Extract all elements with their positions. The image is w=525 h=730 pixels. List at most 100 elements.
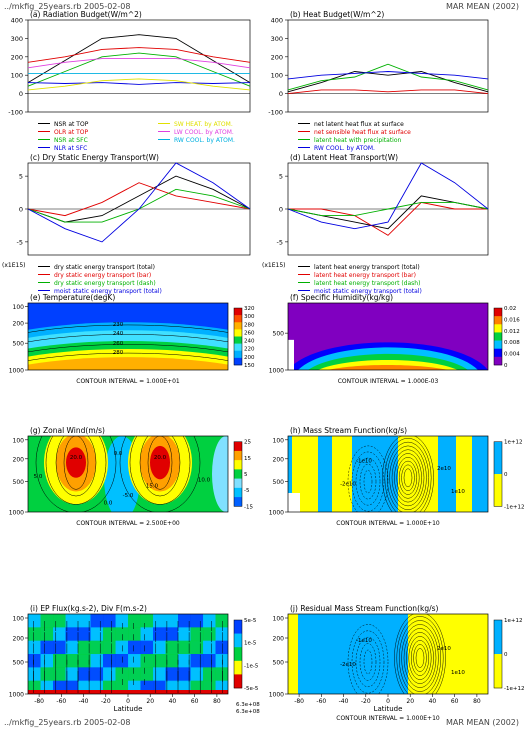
- div-cell: [203, 654, 216, 668]
- contour-label-e-1: 240: [113, 331, 124, 337]
- contour-label-j-2: 2e10: [437, 646, 451, 652]
- ytick-label-b-3: 200: [271, 53, 283, 61]
- scale-label-d: (x1E15): [262, 262, 285, 269]
- div-cell: [90, 627, 104, 642]
- ytick-label-i-2: 500: [13, 660, 25, 667]
- xtick-label-i-8: 80: [213, 698, 221, 705]
- colorbar-frame-i: [233, 619, 243, 689]
- div-cell: [40, 627, 54, 642]
- colorbar-label-h-0: 1e+12: [504, 440, 523, 446]
- colorbar-swatch-e-3: [234, 329, 242, 337]
- series-line-c-1: [27, 182, 251, 217]
- positive-cell-j-0: [288, 614, 298, 694]
- div-cell: [165, 667, 179, 682]
- panel-b: (b) Heat Budget(W/m^2) -100 0 100 200 300 400 n…: [268, 10, 489, 152]
- div-cell: [165, 627, 179, 642]
- colorbar-label-g-2: 5: [244, 472, 248, 478]
- stream-contour-h-8: [384, 438, 432, 512]
- stream-contour-neg-h-0: [363, 469, 373, 494]
- div-cell: [165, 654, 179, 668]
- series-line-a-0: [27, 34, 251, 83]
- div-cell: [203, 614, 216, 628]
- contour-g-west-1: [55, 436, 97, 497]
- contour-label-j-3: 1e10: [451, 670, 465, 676]
- colorbar-swatch-g-3: [234, 469, 242, 479]
- ytick-label-d-2: 5: [279, 173, 283, 181]
- legend-label-c-3: moist static energy transport (total): [54, 288, 162, 295]
- ytick-label-e-3: 1000: [9, 368, 24, 375]
- legend-label-b-1: net sensible heat flux at surface: [314, 129, 411, 136]
- temp-band-4: [28, 357, 228, 370]
- ytick-label-i-0: 100: [13, 616, 25, 623]
- ytick-label-b-4: 300: [271, 35, 283, 43]
- div-cell: [65, 614, 79, 628]
- div-cell: [103, 640, 116, 655]
- colorbar-swatch-f-6: [494, 356, 502, 366]
- colorbar-swatch-j-1: [494, 654, 502, 689]
- div-cell: [153, 667, 166, 682]
- xtick-label-j-4: 0: [386, 698, 390, 705]
- div-cell: [65, 667, 79, 682]
- ytick-label-b-5: 400: [271, 17, 283, 25]
- colorbar-label-e-1: 300: [244, 314, 255, 320]
- contour-label-h-2: 2e10: [437, 466, 451, 472]
- colorbar-frame-j: [493, 619, 503, 689]
- missing-region-f: [288, 339, 294, 370]
- xtick-label-i-3: -20: [101, 698, 111, 705]
- panel-title-c: (c) Dry Static Energy Transport(W): [30, 153, 159, 162]
- colorbar-swatch-g-4: [234, 478, 242, 489]
- field-g: 20.0 20.0 15.0 5.0 0.0 -5.0 10.0 0.0: [28, 436, 228, 512]
- colorbar-swatch-f-3: [494, 332, 502, 341]
- ytick-label-j-2: 500: [273, 660, 285, 667]
- positive-cell-h-1: [332, 436, 352, 512]
- div-cell: [178, 614, 191, 628]
- panel-title-h: (h) Mass Stream Function(kg/s): [290, 426, 407, 435]
- div-cell: [115, 614, 129, 628]
- contour-label-h-1: -2e10: [340, 481, 356, 487]
- contour-e-1: [28, 334, 228, 343]
- stream-contour-j-6: [401, 624, 439, 692]
- contour-e-3: [28, 352, 228, 361]
- ytick-label-c-2: 5: [19, 173, 23, 181]
- series-line-a-5: [27, 58, 251, 69]
- contour-g-east-0: [147, 436, 173, 490]
- colorbar-swatch-e-6: [234, 350, 242, 359]
- xtick-label-i-6: 40: [169, 698, 177, 705]
- plot-frame-g: [27, 435, 229, 513]
- stream-contour-neg-j-4: [347, 624, 389, 694]
- stream-contour-j-1: [413, 644, 427, 672]
- panel-g: (g) Zonal Wind(m/s) 20.0 20.0 15.0 5.0 0.0 -5.…: [9, 426, 254, 527]
- legend-label-d-3: moist static energy transport (total): [314, 288, 422, 295]
- legend-label-d-0: latent heat energy transport (total): [314, 264, 420, 271]
- legend-label-d-1: latent heat energy transport (bar): [314, 272, 416, 279]
- div-cell: [115, 640, 129, 655]
- panel-title-g: (g) Zonal Wind(m/s): [30, 426, 105, 435]
- div-cell: [178, 627, 191, 642]
- div-cell: [215, 640, 228, 655]
- ytick-label-d-0: -5: [277, 238, 283, 246]
- colorbar-swatch-e-0: [234, 308, 242, 316]
- contour-interval-f: CONTOUR INTERVAL = 1.000E-03: [338, 378, 439, 385]
- colorbar-swatch-i-0: [234, 620, 242, 634]
- stream-contour-h-0: [403, 468, 413, 488]
- legend-label-a-6: RW COOL. by ATOM.: [174, 137, 235, 144]
- stream-contour-neg-j-3: [351, 630, 385, 694]
- field-e: 230 240 260 280: [28, 303, 228, 370]
- series-line-c-2: [27, 188, 251, 223]
- colorbar-i: 5e-5 1e-5 -1e-5 -5e-5: [233, 618, 259, 692]
- contour-label-e-3: 280: [113, 350, 124, 356]
- colorbar-g: 25 15 5 -5 -15: [233, 440, 253, 510]
- contour-label-e-0: 230: [113, 322, 124, 328]
- colorbar-label-h-1: 0: [504, 472, 508, 478]
- div-cell: [40, 640, 54, 655]
- ytick-label-h-1: 200: [273, 456, 285, 463]
- ytick-label-e-1: 200: [13, 321, 25, 328]
- panel-title-i: (i) EP Flux(kg.s-2), Div F(m.s-2): [30, 604, 147, 613]
- contour-label-g-2: 15.0: [146, 484, 159, 490]
- ytick-label-a-4: 300: [11, 35, 23, 43]
- div-cell: [153, 627, 166, 642]
- colorbar-swatch-h-1: [494, 474, 502, 507]
- ytick-label-f-0: 500: [273, 331, 285, 338]
- colorbar-label-i-2: -1e-5: [244, 663, 259, 669]
- stream-contour-j-5: [403, 628, 437, 688]
